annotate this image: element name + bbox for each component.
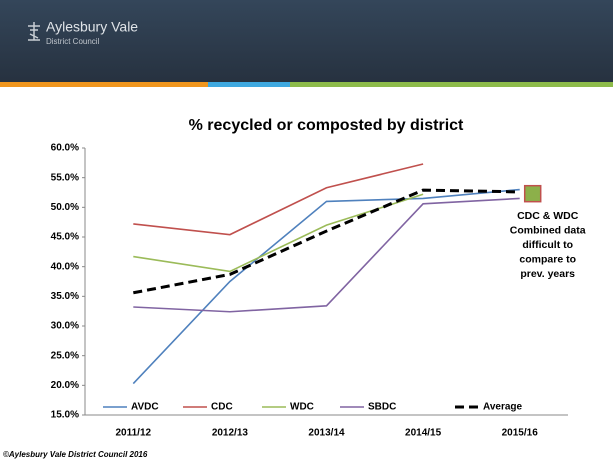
x-tick-label: 2011/12 <box>115 428 151 439</box>
logo <box>28 22 40 41</box>
stripe <box>0 82 208 87</box>
y-tick-label: 40.0% <box>51 261 79 272</box>
stripe <box>208 82 290 87</box>
y-tick-label: 25.0% <box>51 350 79 361</box>
y-tick-label: 55.0% <box>51 172 79 183</box>
x-tick-label: 2014/15 <box>405 428 442 439</box>
y-tick-label: 20.0% <box>51 380 79 391</box>
y-tick-label: 50.0% <box>51 202 79 213</box>
legend-label: Average <box>483 402 523 413</box>
annotation-text: Combined data <box>510 224 586 236</box>
series-line <box>133 197 520 313</box>
stripe <box>290 82 613 87</box>
series-line <box>133 163 424 236</box>
legend-label: CDC <box>211 402 233 413</box>
annotation-text: prev. years <box>520 268 575 280</box>
annotation-text: difficult to <box>522 239 573 251</box>
series-line <box>132 188 520 385</box>
x-tick-label: 2015/16 <box>502 428 539 439</box>
header <box>0 0 613 84</box>
x-tick-label: 2012/13 <box>212 428 249 439</box>
legend-label: SBDC <box>368 402 396 413</box>
y-tick-label: 15.0% <box>51 410 79 421</box>
x-tick-label: 2013/14 <box>308 428 345 439</box>
annotation-text: compare to <box>519 253 576 265</box>
y-tick-label: 60.0% <box>51 143 79 154</box>
y-tick-label: 35.0% <box>51 291 79 302</box>
legend-label: WDC <box>290 402 314 413</box>
org-name: Aylesbury Vale <box>46 19 138 35</box>
y-tick-label: 45.0% <box>51 232 79 243</box>
annotation-text: CDC & WDC <box>517 210 579 222</box>
legend-label: AVDC <box>131 402 159 413</box>
chart-title: % recycled or composted by district <box>189 117 464 134</box>
annotation-marker <box>523 184 542 203</box>
footer: ©Aylesbury Vale District Council 2016 <box>3 450 148 459</box>
org-sub: District Council <box>46 37 100 46</box>
y-tick-label: 30.0% <box>51 321 79 332</box>
series-line <box>133 188 520 295</box>
